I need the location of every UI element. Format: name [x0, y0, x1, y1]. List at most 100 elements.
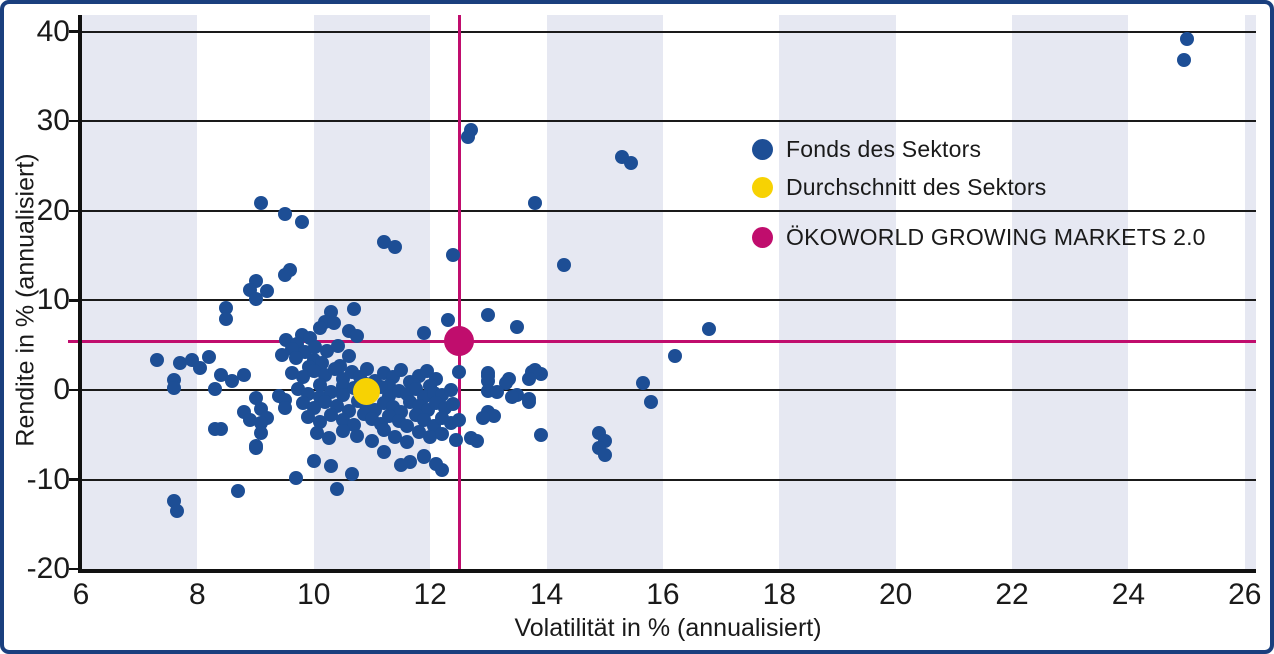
scatter-point [449, 432, 464, 447]
scatter-point [225, 374, 240, 389]
sector-average-point [352, 378, 380, 406]
x-axis-tick-label: 20 [878, 578, 913, 611]
y-axis-tick [69, 388, 78, 392]
scatter-point [242, 412, 257, 427]
grid-line [81, 389, 1256, 391]
scatter-point [444, 383, 459, 397]
scatter-point [330, 481, 345, 496]
scatter-point [319, 343, 334, 358]
scatter-point [350, 428, 365, 443]
background-band [546, 15, 663, 569]
scatter-point [274, 348, 289, 363]
scatter-point [623, 156, 638, 171]
scatter-point [312, 377, 327, 392]
scatter-point [522, 372, 537, 387]
y-axis-tick [69, 299, 78, 302]
x-axis-tick-label: 18 [762, 578, 796, 611]
scatter-point [460, 130, 475, 145]
scatter-point [335, 412, 350, 427]
scatter-point [277, 268, 292, 283]
scatter-point [312, 321, 327, 336]
scatter-point [644, 395, 659, 410]
background-band [1244, 15, 1256, 569]
scatter-point [248, 441, 263, 456]
scatter-point [172, 356, 187, 371]
scatter-point [446, 247, 461, 262]
scatter-point [335, 424, 350, 439]
x-axis-tick-label: 24 [1111, 578, 1146, 611]
x-axis-line [78, 569, 1256, 573]
legend-item-fonds-des-sektors: Fonds des Sektors [752, 135, 981, 163]
x-axis-title: Volatilität in % (annualisiert) [514, 614, 822, 642]
scatter-point [202, 349, 217, 364]
x-axis-tick-label: 10 [297, 578, 331, 611]
scatter-point [167, 381, 182, 396]
scatter-point [219, 312, 234, 327]
scatter-point [347, 417, 362, 432]
grid-line [81, 30, 1256, 33]
scatter-point [335, 388, 350, 403]
scatter-point [487, 408, 502, 423]
scatter-point [667, 348, 682, 363]
scatter-point [248, 291, 263, 306]
scatter-point [312, 415, 327, 430]
scatter-point [219, 301, 234, 316]
scatter-point [702, 322, 717, 337]
y-axis-tick [69, 119, 78, 123]
scatter-point [481, 307, 496, 322]
y-axis-tick [69, 478, 78, 481]
scatter-point [388, 239, 403, 254]
legend-label: Durchschnitt des Sektors [786, 173, 1047, 200]
scatter-point [522, 394, 537, 409]
y-axis-tick [69, 209, 78, 213]
scatter-point [254, 426, 269, 440]
y-axis-tick-label: -10 [26, 462, 70, 496]
scatter-point [364, 433, 379, 448]
scatter-point [318, 394, 333, 409]
scatter-point [452, 412, 467, 427]
scatter-point [285, 365, 300, 380]
crosshair-horizontal-line [68, 339, 1256, 343]
scatter-point [324, 459, 339, 474]
grid-line [81, 478, 1256, 481]
scatter-point [207, 382, 222, 397]
scatter-point [533, 427, 548, 442]
scatter-point [277, 207, 292, 222]
scatter-point [289, 351, 304, 366]
scatter-point [260, 283, 275, 298]
y-axis-tick-label: 30 [36, 104, 70, 138]
y-axis-tick-label: 0 [53, 373, 70, 406]
scatter-point [307, 339, 322, 354]
x-axis-tick-label: 22 [995, 578, 1029, 611]
scatter-point [423, 430, 438, 445]
scatter-point [289, 470, 304, 485]
scatter-point [376, 423, 391, 438]
scatter-point [295, 215, 310, 230]
scatter-point [254, 195, 269, 210]
scatter-point [399, 434, 414, 449]
y-axis-tick-label: 40 [36, 14, 70, 48]
legend-label: Fonds des Sektors [786, 135, 982, 162]
scatter-point [490, 385, 505, 400]
scatter-point [327, 315, 342, 330]
scatter-point [236, 367, 251, 382]
scatter-point [350, 329, 365, 344]
scatter-point [1179, 31, 1194, 46]
scatter-point [411, 425, 426, 440]
scatter-point [231, 484, 246, 499]
scatter-point [452, 365, 467, 380]
legend-marker-durchschnitt-icon [752, 176, 773, 198]
scatter-point [434, 426, 449, 441]
y-axis-line [78, 15, 82, 573]
legend-label: ÖKOWORLD GROWING MARKETS 2.0 [786, 223, 1206, 250]
scatter-point [428, 457, 443, 472]
scatter-point [388, 429, 403, 444]
scatter-point [469, 434, 484, 449]
scatter-point [527, 195, 542, 210]
scatter-point [347, 302, 362, 317]
scatter-point [149, 353, 164, 368]
y-axis-tick [69, 30, 78, 33]
scatter-point [394, 458, 409, 473]
scatter-point [498, 375, 513, 390]
